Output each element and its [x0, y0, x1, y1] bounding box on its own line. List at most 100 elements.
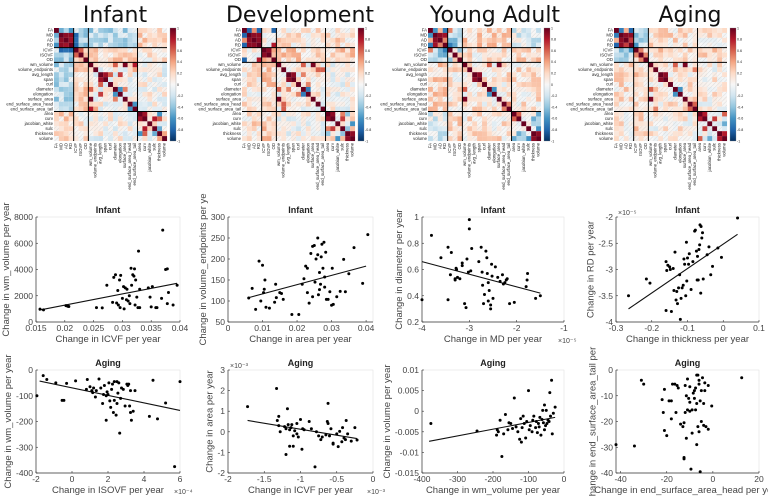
heatmap-cell	[325, 57, 331, 63]
heatmap-cell	[246, 77, 252, 83]
heatmap-cell	[717, 111, 723, 117]
heatmap-cell	[491, 91, 497, 97]
data-point	[683, 383, 687, 387]
heatmap-cell-nonsignificant	[103, 111, 109, 117]
heatmap-cell	[633, 77, 639, 83]
heatmap-cell-nonsignificant	[648, 32, 654, 38]
heatmap-cell-nonsignificant	[511, 101, 517, 107]
heatmap-cell-nonsignificant	[687, 91, 693, 97]
heatmap-cell	[340, 32, 346, 38]
data-point	[644, 277, 648, 281]
data-point	[316, 236, 320, 240]
heatmap-cell-nonsignificant	[521, 62, 527, 68]
heatmap-cell	[320, 121, 326, 127]
heatmap-cell	[58, 28, 64, 33]
heatmap-cell	[132, 32, 138, 38]
data-point	[111, 382, 114, 386]
y-tick-label: -200	[16, 417, 33, 427]
plot-area	[615, 216, 760, 323]
heatmap-cell	[638, 111, 644, 117]
data-point	[116, 289, 120, 292]
heatmap-cell	[638, 72, 644, 78]
heatmap-cell	[692, 116, 698, 122]
heatmap-cell-nonsignificant	[310, 126, 316, 132]
heatmap-cell-nonsignificant	[142, 96, 148, 102]
heatmap-cell	[722, 131, 728, 137]
heatmap-cell-nonsignificant	[658, 116, 664, 122]
heatmap-cell-nonsignificant	[271, 37, 277, 43]
row-label: surface_area	[216, 96, 242, 101]
row-label: jacobian_white	[398, 121, 428, 126]
heatmap-cell-nonsignificant	[78, 72, 84, 78]
y-tick-label: 1	[414, 212, 419, 222]
data-point	[527, 389, 530, 393]
heatmap-cell-nonsignificant	[428, 131, 433, 137]
data-point	[683, 410, 687, 414]
heatmap-cell-nonsignificant	[122, 32, 128, 38]
heatmap-cell-nonsignificant	[462, 28, 468, 33]
heatmap-cell	[78, 67, 84, 73]
heatmap-cell	[614, 62, 619, 68]
heatmap-cell	[152, 37, 158, 43]
heatmap-cell	[687, 96, 693, 102]
heatmap-cell	[162, 72, 168, 78]
row-label: wm_volume	[590, 62, 614, 67]
heatmap-cell	[305, 126, 311, 132]
heatmap-cell-nonsignificant	[618, 62, 624, 68]
heatmap-cell	[432, 42, 438, 48]
heatmap-cell	[614, 28, 619, 33]
heatmap-cell	[93, 42, 99, 48]
heatmap-cell	[614, 101, 619, 107]
heatmap-cell	[506, 131, 512, 137]
heatmap-cell-nonsignificant	[98, 57, 104, 63]
heatmap-cell	[482, 57, 488, 63]
data-point	[41, 308, 45, 312]
heatmap-cell-nonsignificant	[682, 77, 688, 83]
heatmap-cell	[707, 96, 713, 102]
heatmap-cell	[462, 91, 468, 97]
colorbar-tick-label: 0.2	[737, 72, 742, 76]
heatmap-cell	[501, 96, 507, 102]
data-point	[680, 286, 684, 290]
heatmap-cell	[457, 121, 463, 127]
column-label: avg_length	[472, 142, 477, 164]
heatmap-cell-nonsignificant	[78, 116, 84, 122]
heatmap-cell	[516, 37, 522, 43]
heatmap-cell	[305, 32, 311, 38]
colorbar-tick-label: 1	[737, 26, 739, 30]
heatmap-cell	[261, 121, 267, 127]
heatmap-cell	[447, 136, 453, 142]
data-point	[100, 306, 104, 310]
heatmap-cell	[325, 126, 331, 132]
y-tick-label: 250	[211, 233, 225, 243]
heatmap-cell-nonsignificant	[157, 42, 163, 48]
data-point	[275, 418, 279, 422]
column-label: elongation	[305, 142, 310, 162]
heatmap-cell-nonsignificant	[672, 77, 678, 83]
heatmap-cell	[672, 67, 678, 73]
heatmap-cell-nonsignificant	[536, 32, 541, 38]
column-label: jacobian_white	[707, 142, 712, 172]
heatmap-cell	[340, 106, 346, 112]
data-point	[286, 423, 290, 427]
heatmap-cell-nonsignificant	[98, 121, 104, 127]
column-label: volume_endpoints	[281, 143, 286, 178]
heatmap-cell	[242, 86, 247, 92]
heatmap-cell	[432, 32, 438, 38]
heatmap-cell	[271, 111, 277, 117]
heatmap-cell-nonsignificant	[137, 96, 143, 102]
heatmap-cell-nonsignificant	[482, 28, 487, 33]
heatmap-cell-nonsignificant	[147, 106, 153, 112]
heatmap-cell	[428, 57, 433, 63]
heatmap-cell	[276, 101, 282, 107]
heatmap-cell	[447, 57, 453, 63]
heatmap-title: Development	[226, 3, 374, 28]
heatmap-cell-nonsignificant	[281, 72, 287, 78]
data-point	[684, 294, 688, 298]
heatmap-cell	[83, 121, 89, 127]
data-point	[500, 273, 504, 277]
heatmap-cell	[531, 77, 537, 83]
heatmap-cell	[526, 126, 532, 132]
heatmap-cell	[452, 32, 458, 38]
